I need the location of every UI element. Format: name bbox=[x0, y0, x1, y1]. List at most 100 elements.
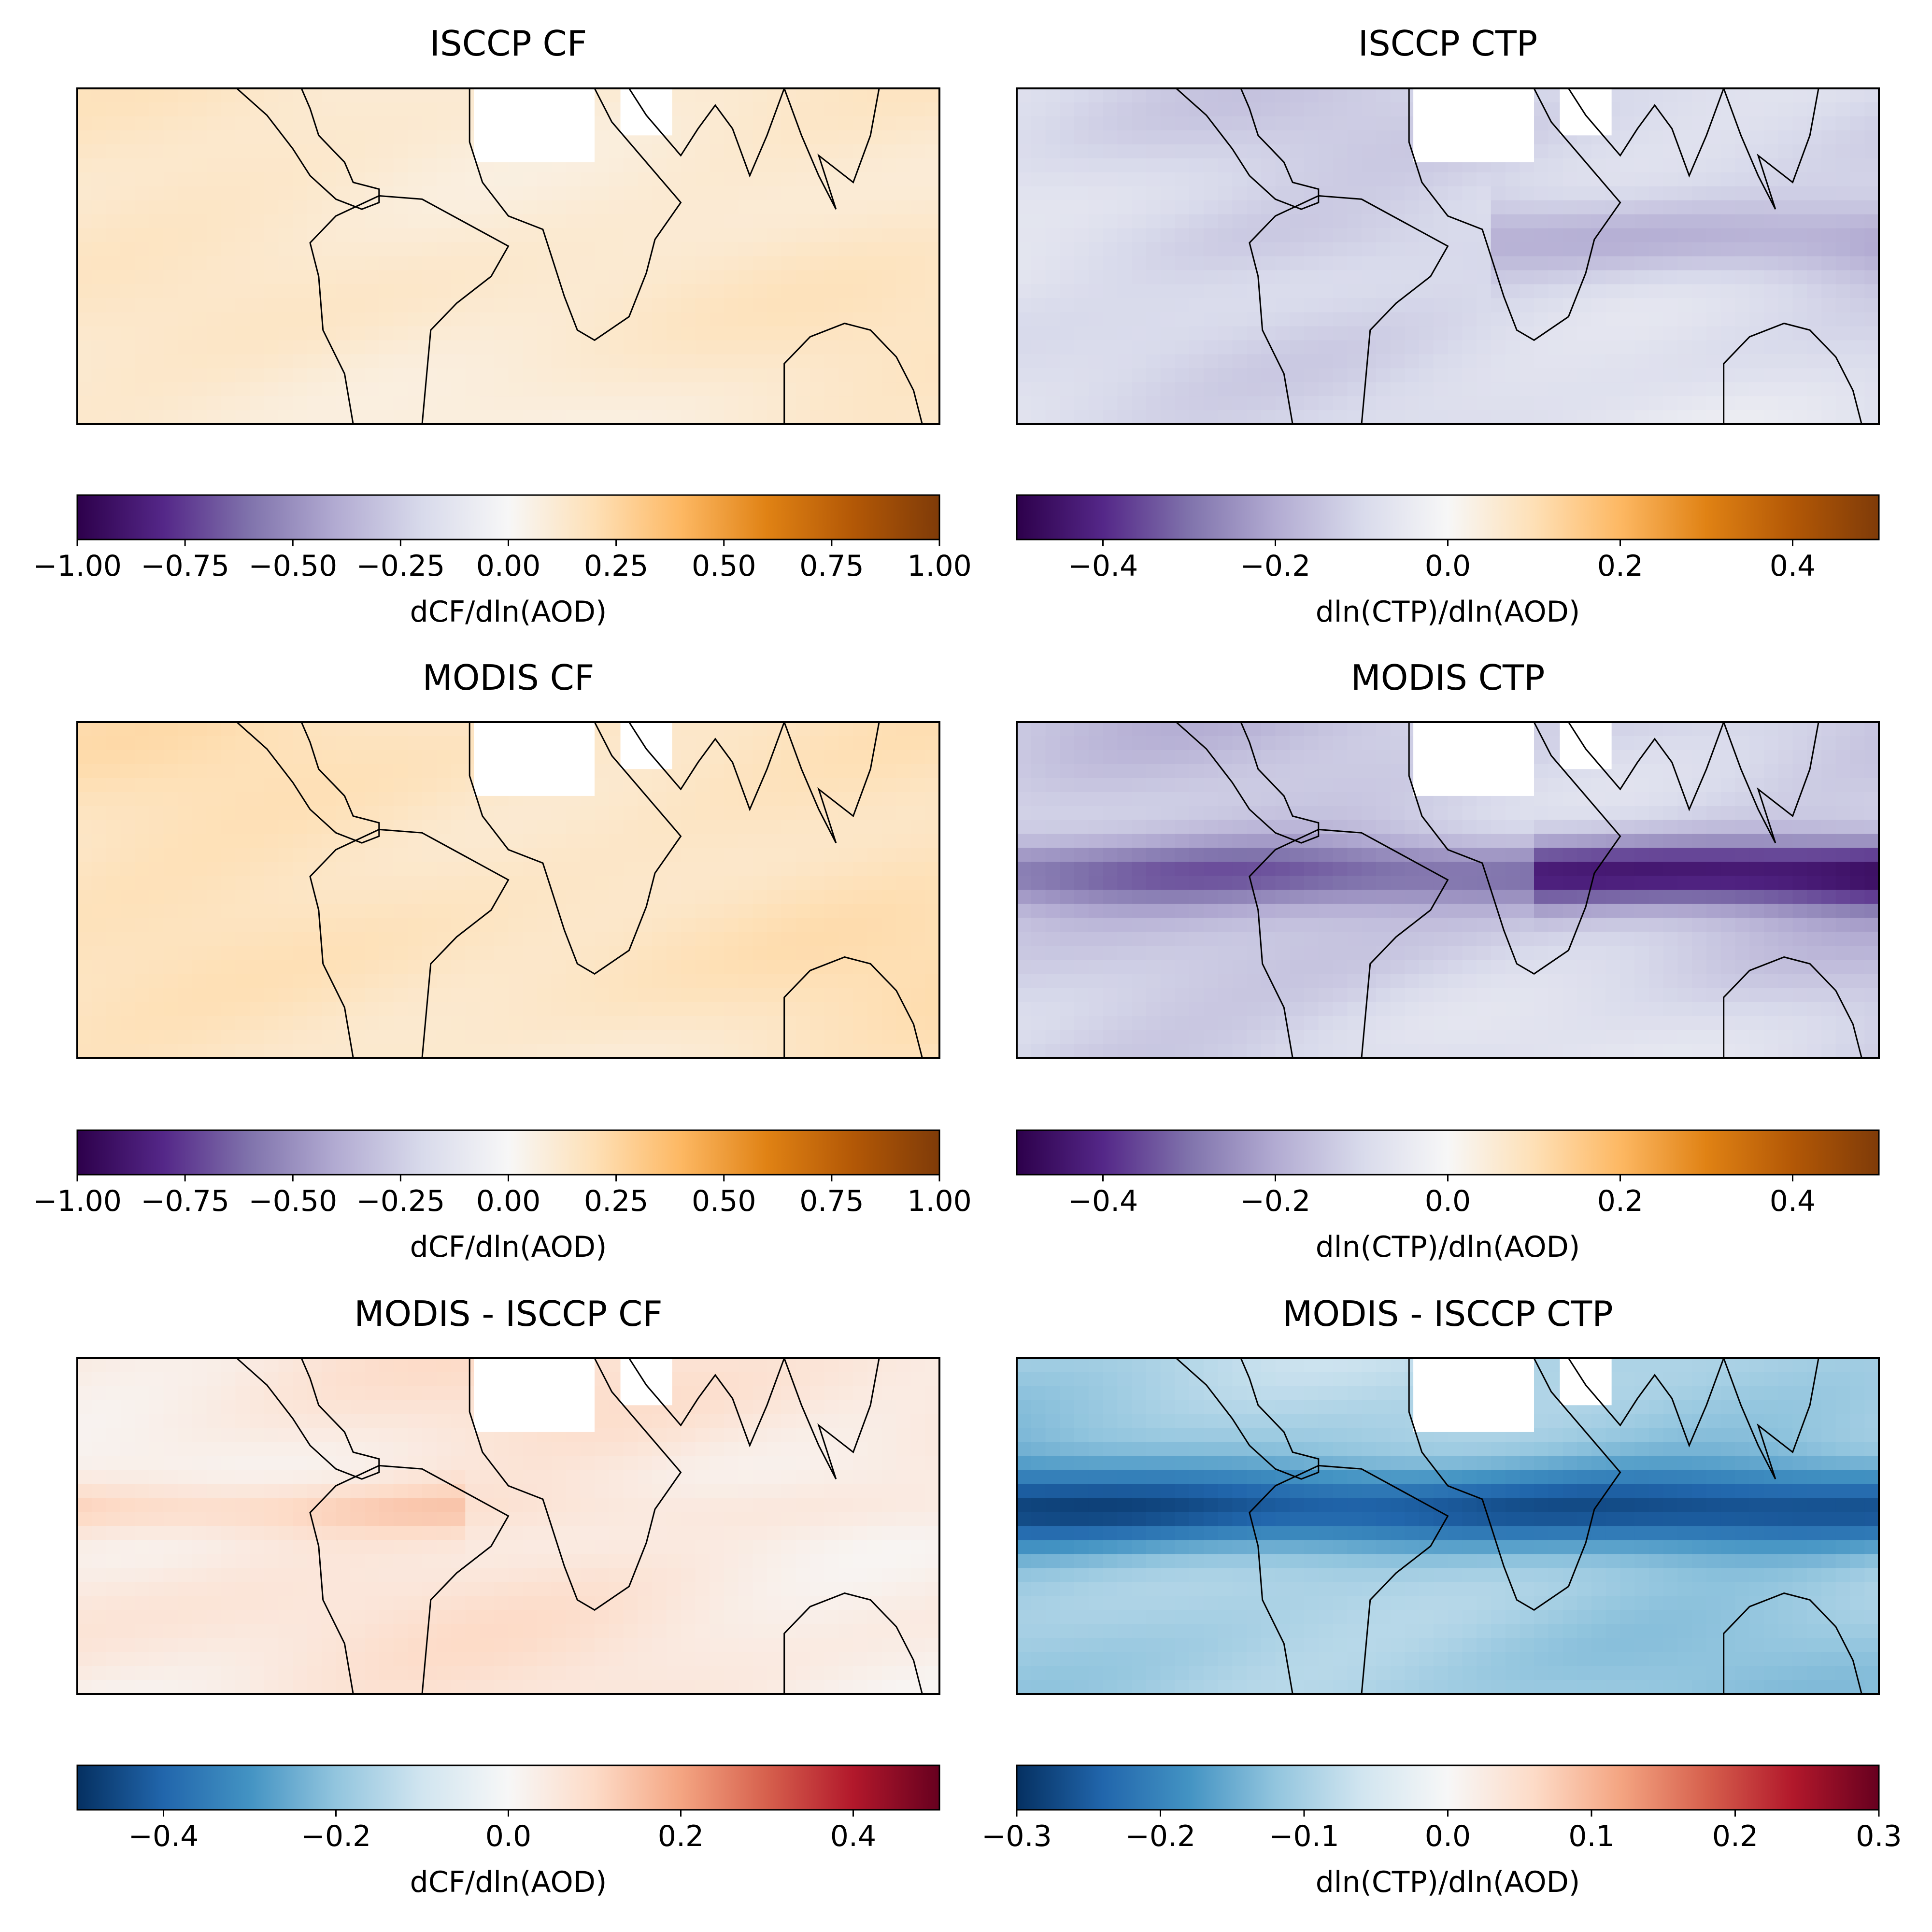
heatmap-cell bbox=[1347, 242, 1362, 257]
heatmap-cell bbox=[824, 116, 839, 131]
heatmap-cell bbox=[1318, 228, 1334, 243]
heatmap-cell bbox=[724, 876, 739, 891]
heatmap-cell bbox=[350, 764, 365, 779]
heatmap-cell bbox=[250, 88, 265, 103]
heatmap-cell bbox=[595, 988, 610, 1002]
heatmap-cell bbox=[810, 1044, 825, 1058]
heatmap-cell bbox=[1605, 172, 1621, 187]
heatmap-cell bbox=[1218, 750, 1233, 765]
heatmap-cell bbox=[135, 396, 150, 411]
heatmap-cell bbox=[1247, 88, 1262, 103]
heatmap-cell bbox=[1605, 340, 1621, 355]
heatmap-cell bbox=[221, 890, 236, 905]
heatmap-cell bbox=[264, 242, 279, 257]
heatmap-cell bbox=[781, 326, 796, 341]
heatmap-cell bbox=[910, 298, 925, 313]
heatmap-cell bbox=[681, 368, 696, 383]
heatmap-cell bbox=[178, 172, 193, 187]
heatmap-cell bbox=[178, 312, 193, 327]
heatmap-cell bbox=[1261, 750, 1276, 765]
heatmap-cell bbox=[1232, 354, 1247, 369]
heatmap-cell bbox=[1189, 88, 1204, 103]
heatmap-cell bbox=[1376, 158, 1391, 173]
heatmap-cell bbox=[1261, 368, 1276, 383]
heatmap-cell bbox=[824, 242, 839, 257]
heatmap-cell bbox=[1807, 806, 1822, 821]
heatmap-cell bbox=[1692, 186, 1707, 201]
heatmap-cell bbox=[1275, 298, 1290, 313]
heatmap-cell bbox=[681, 820, 696, 835]
heatmap-cell bbox=[1534, 102, 1549, 117]
heatmap-cell bbox=[1807, 186, 1822, 201]
heatmap-cell bbox=[1045, 834, 1060, 849]
heatmap-cell bbox=[1835, 736, 1851, 751]
heatmap-cell bbox=[1390, 158, 1405, 173]
heatmap-cell bbox=[1821, 158, 1836, 173]
heatmap-cell bbox=[796, 820, 810, 835]
heatmap-cell bbox=[149, 228, 164, 243]
heatmap-cell bbox=[1132, 228, 1147, 243]
heatmap-cell bbox=[838, 172, 854, 187]
heatmap-cell bbox=[206, 862, 222, 877]
heatmap-cell bbox=[753, 382, 767, 397]
heatmap-cell bbox=[1103, 186, 1118, 201]
heatmap-cell bbox=[1577, 340, 1592, 355]
heatmap-cell bbox=[235, 228, 250, 243]
heatmap-cell bbox=[910, 918, 925, 932]
heatmap-cell bbox=[307, 368, 322, 383]
heatmap-cell bbox=[1333, 158, 1348, 173]
heatmap-cell bbox=[638, 1016, 653, 1030]
heatmap-cell bbox=[508, 312, 523, 327]
heatmap-cell bbox=[1563, 806, 1577, 821]
heatmap-cell bbox=[681, 890, 696, 905]
heatmap-cell bbox=[1749, 722, 1764, 737]
heatmap-cell bbox=[321, 368, 337, 383]
heatmap-cell bbox=[1764, 340, 1779, 355]
heatmap-cell bbox=[710, 820, 724, 835]
heatmap-cell bbox=[1692, 102, 1707, 117]
heatmap-cell bbox=[250, 876, 265, 891]
heatmap-cell bbox=[738, 354, 753, 369]
heatmap-cell bbox=[1017, 792, 1032, 807]
heatmap-cell bbox=[350, 382, 365, 397]
heatmap-cell bbox=[1563, 200, 1577, 215]
heatmap-cell bbox=[1304, 792, 1319, 807]
heatmap-cell bbox=[838, 764, 854, 779]
heatmap-cell bbox=[106, 750, 121, 765]
heatmap-cell bbox=[666, 1030, 682, 1044]
heatmap-cell bbox=[1620, 792, 1635, 807]
heatmap-cell bbox=[278, 326, 293, 341]
heatmap-cell bbox=[1419, 298, 1434, 313]
heatmap-cell bbox=[1017, 130, 1032, 145]
heatmap-cell bbox=[1376, 792, 1391, 807]
heatmap-cell bbox=[1175, 186, 1190, 201]
heatmap-cell bbox=[1390, 778, 1405, 793]
heatmap-cell bbox=[77, 396, 92, 411]
heatmap-cell bbox=[1591, 792, 1606, 807]
heatmap-cell bbox=[853, 932, 868, 946]
heatmap-cell bbox=[1074, 214, 1089, 229]
heatmap-cell bbox=[810, 312, 825, 327]
heatmap-cell bbox=[1247, 340, 1262, 355]
heatmap-cell bbox=[408, 158, 423, 173]
heatmap-cell bbox=[480, 270, 495, 285]
heatmap-cell bbox=[135, 172, 150, 187]
heatmap-cell bbox=[1247, 298, 1262, 313]
heatmap-cell bbox=[609, 214, 624, 229]
heatmap-cell bbox=[1175, 382, 1190, 397]
heatmap-cell bbox=[896, 946, 911, 960]
heatmap-cell bbox=[494, 270, 509, 285]
coastline bbox=[1176, 88, 1320, 210]
heatmap-cell bbox=[1376, 778, 1391, 793]
heatmap-cell bbox=[551, 340, 567, 355]
heatmap-cell bbox=[1720, 284, 1736, 298]
heatmap-cell bbox=[810, 932, 825, 946]
heatmap-cell bbox=[753, 1044, 767, 1058]
heatmap-cell bbox=[796, 988, 810, 1002]
heatmap-cell bbox=[1433, 284, 1449, 298]
heatmap-cell bbox=[551, 298, 567, 313]
heatmap-cell bbox=[666, 382, 682, 397]
heatmap-cell bbox=[882, 88, 897, 103]
heatmap-cell bbox=[178, 932, 193, 946]
heatmap-cell bbox=[206, 1016, 222, 1030]
